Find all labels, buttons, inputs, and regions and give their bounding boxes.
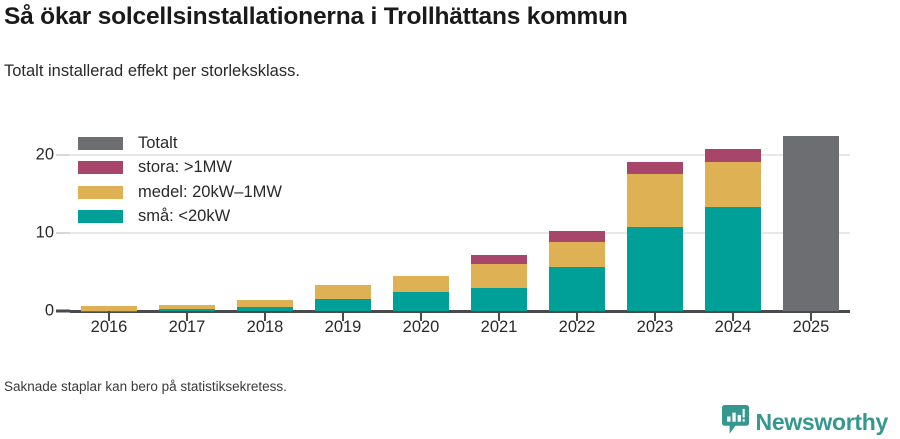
plot-area: 0 10 20 2016 2017 2018 2019 2020 2021 2022 2023 20… xyxy=(35,0,850,336)
bar-segment-medium[interactable] xyxy=(626,173,684,227)
bar-segment-total[interactable] xyxy=(782,136,840,311)
bar-segment-small[interactable] xyxy=(236,307,294,311)
x-axis-line xyxy=(70,310,850,313)
y-tick-label: 0 xyxy=(44,301,54,320)
bar-group[interactable] xyxy=(236,300,294,311)
bar-segment-small[interactable] xyxy=(314,298,372,311)
legend-item[interactable]: stora: >1MW xyxy=(78,156,282,181)
x-tick-mark xyxy=(576,311,578,321)
bar-segment-small[interactable] xyxy=(704,207,762,311)
brand-name: Newsworthy xyxy=(755,408,889,435)
bar-segment-small[interactable] xyxy=(158,309,216,311)
bar-segment-medium[interactable] xyxy=(392,275,450,293)
x-tick-mark xyxy=(420,311,422,321)
y-tick-label: 10 xyxy=(35,223,54,242)
x-tick-label: 2020 xyxy=(402,318,440,336)
x-tick-mark xyxy=(108,311,110,321)
legend-item-label: små: <20kW xyxy=(138,207,231,226)
bar-group[interactable] xyxy=(782,136,840,311)
bar-segment-small[interactable] xyxy=(392,292,450,311)
bar-segment-large[interactable] xyxy=(548,230,606,242)
x-tick-label: 2023 xyxy=(636,318,674,336)
legend-item[interactable]: medel: 20kW–1MW xyxy=(78,180,282,205)
legend-swatch xyxy=(78,161,123,175)
legend-item[interactable]: små: <20kW xyxy=(78,205,282,230)
bar-group[interactable] xyxy=(626,162,684,311)
legend-swatch xyxy=(78,136,123,150)
legend-item-label: stora: >1MW xyxy=(138,158,232,177)
x-tick-label: 2024 xyxy=(714,318,752,336)
bar-group[interactable] xyxy=(704,148,762,311)
legend-item-label: Totalt xyxy=(138,133,178,152)
bar-segment-medium[interactable] xyxy=(704,162,762,208)
legend-item[interactable]: Totalt xyxy=(78,131,282,156)
y-tick-mark xyxy=(56,154,70,157)
x-tick-label: 2021 xyxy=(480,318,518,336)
legend-item-label: medel: 20kW–1MW xyxy=(138,182,282,201)
bar-segment-medium[interactable] xyxy=(314,284,372,299)
bar-segment-medium[interactable] xyxy=(470,264,528,289)
bar-group[interactable] xyxy=(158,304,216,311)
y-tick-mark xyxy=(56,232,70,235)
chart-legend: Totalt stora: >1MW medel: 20kW–1MW små: <20… xyxy=(78,131,282,229)
x-tick-mark xyxy=(264,311,266,321)
x-tick-mark xyxy=(732,311,734,321)
bar-segment-medium[interactable] xyxy=(80,306,138,311)
y-tick-mark xyxy=(56,309,70,313)
chart-footnote: Saknade staplar kan bero på statistiksek… xyxy=(4,379,287,394)
gridline xyxy=(70,232,850,235)
page-title: Så ökar solcellsinstallationerna i Troll… xyxy=(4,3,628,30)
x-tick-label: 2019 xyxy=(324,318,362,336)
legend-swatch xyxy=(78,185,123,199)
page-subtitle: Totalt installerad effekt per storlekskl… xyxy=(4,62,300,80)
x-tick-label: 2018 xyxy=(246,318,284,336)
bar-segment-small[interactable] xyxy=(470,288,528,311)
bar-series-container xyxy=(70,0,850,311)
x-tick-label: 2025 xyxy=(792,318,830,336)
y-tick-label: 20 xyxy=(35,145,54,164)
bar-segment-small[interactable] xyxy=(626,226,684,311)
bar-segment-large[interactable] xyxy=(470,254,528,265)
x-tick-mark xyxy=(654,311,656,321)
legend-swatch xyxy=(78,210,123,224)
bar-segment-large[interactable] xyxy=(704,148,762,163)
gridline xyxy=(70,154,850,157)
bar-group[interactable] xyxy=(470,254,528,311)
bar-segment-medium[interactable] xyxy=(158,304,216,310)
x-tick-label: 2016 xyxy=(90,318,128,336)
bar-group[interactable] xyxy=(314,284,372,311)
x-tick-label: 2022 xyxy=(558,318,596,336)
bar-group[interactable] xyxy=(392,275,450,311)
x-tick-mark xyxy=(186,311,188,321)
brand-logo[interactable]: Newsworthy xyxy=(721,405,889,439)
x-tick-mark xyxy=(342,311,344,321)
bar-chart-speech-bubble-icon xyxy=(721,405,749,439)
bar-group[interactable] xyxy=(80,306,138,311)
x-tick-mark xyxy=(810,311,812,321)
bar-segment-large[interactable] xyxy=(626,162,684,174)
bar-segment-medium[interactable] xyxy=(236,300,294,308)
bar-group[interactable] xyxy=(548,230,606,311)
x-tick-mark xyxy=(498,311,500,321)
x-tick-label: 2017 xyxy=(168,318,206,336)
bar-segment-medium[interactable] xyxy=(548,241,606,268)
bar-segment-small[interactable] xyxy=(548,267,606,311)
